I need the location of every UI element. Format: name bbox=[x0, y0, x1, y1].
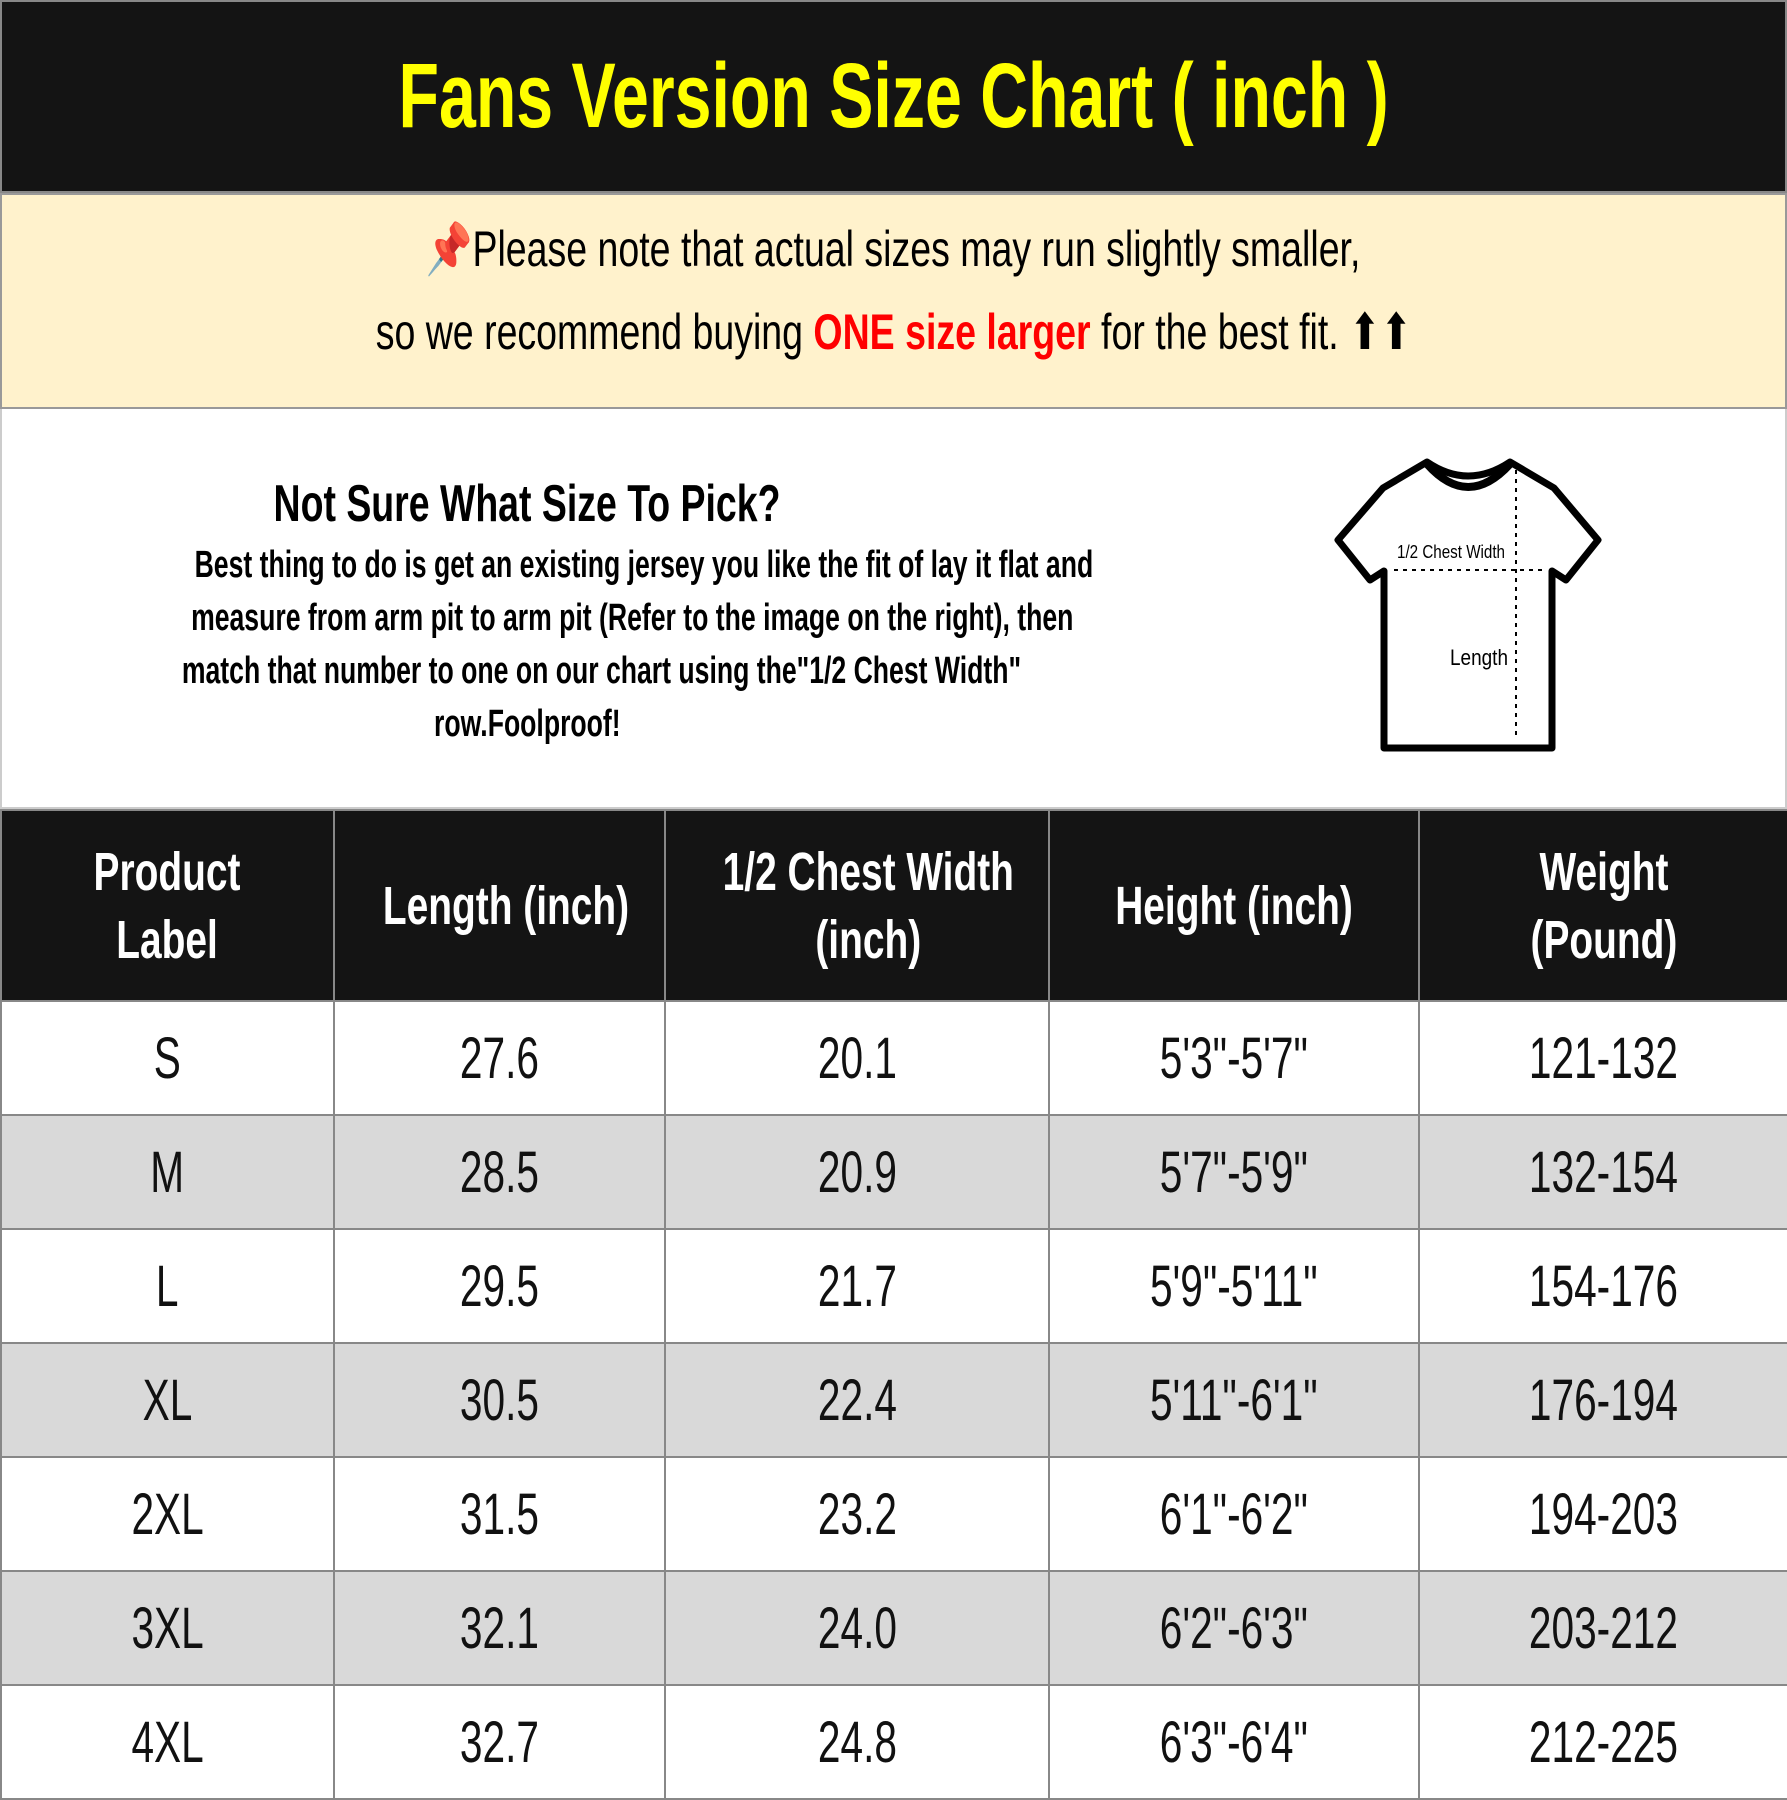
header-product-label: Product Label bbox=[0, 809, 335, 1002]
table-row: 2XL 31.5 23.2 6'1"-6'2" 194-203 bbox=[0, 1456, 1787, 1572]
header-length: Length (inch) bbox=[333, 809, 666, 1002]
cell-length: 29.5 bbox=[333, 1228, 666, 1344]
help-line: measure from arm pit to arm pit (Refer t… bbox=[191, 597, 1074, 639]
table-row: 3XL 32.1 24.0 6'2"-6'3" 203-212 bbox=[0, 1570, 1787, 1686]
cell-height: 6'3"-6'4" bbox=[1048, 1684, 1420, 1800]
cell-weight: 194-203 bbox=[1418, 1456, 1787, 1572]
cell-chest-width: 21.7 bbox=[664, 1228, 1050, 1344]
cell-weight: 154-176 bbox=[1418, 1228, 1787, 1344]
cell-chest-width: 20.9 bbox=[664, 1114, 1050, 1230]
cell-height: 5'11"-6'1" bbox=[1048, 1342, 1420, 1458]
cell-height: 5'3"-5'7" bbox=[1048, 1000, 1420, 1116]
size-help-section: Not Sure What Size To Pick? Best thing t… bbox=[0, 409, 1787, 809]
cell-size: XL bbox=[0, 1342, 335, 1458]
page-title: Fans Version Size Chart ( inch ) bbox=[398, 45, 1389, 147]
title-banner: Fans Version Size Chart ( inch ) bbox=[0, 0, 1787, 193]
cell-size: L bbox=[0, 1228, 335, 1344]
table-header-row: Product Label Length (inch) 1/2 Chest Wid… bbox=[0, 809, 1787, 1002]
cell-weight: 203-212 bbox=[1418, 1570, 1787, 1686]
help-text: Best thing to do is get an existing jers… bbox=[2, 539, 1093, 751]
cell-length: 32.7 bbox=[333, 1684, 666, 1800]
fit-note: 📌Please note that actual sizes may run s… bbox=[0, 193, 1787, 409]
note-line-1: Please note that actual sizes may run sl… bbox=[472, 221, 1361, 277]
chest-width-label: 1/2 Chest Width bbox=[1397, 542, 1505, 562]
cell-length: 31.5 bbox=[333, 1456, 666, 1572]
cell-size: 3XL bbox=[0, 1570, 335, 1686]
note-line-2-post: for the best fit. ⬆⬆ bbox=[1090, 304, 1412, 360]
table-row: XL 30.5 22.4 5'11"-6'1" 176-194 bbox=[0, 1342, 1787, 1458]
cell-chest-width: 24.0 bbox=[664, 1570, 1050, 1686]
table-row: 4XL 32.7 24.8 6'3"-6'4" 212-225 bbox=[0, 1684, 1787, 1800]
header-height: Height (inch) bbox=[1048, 809, 1420, 1002]
cell-height: 6'2"-6'3" bbox=[1048, 1570, 1420, 1686]
note-line-2-pre: so we recommend buying bbox=[375, 304, 814, 360]
table-row: S 27.6 20.1 5'3"-5'7" 121-132 bbox=[0, 1000, 1787, 1116]
table-row: M 28.5 20.9 5'7"-5'9" 132-154 bbox=[0, 1114, 1787, 1230]
cell-chest-width: 23.2 bbox=[664, 1456, 1050, 1572]
cell-weight: 176-194 bbox=[1418, 1342, 1787, 1458]
length-label: Length bbox=[1450, 645, 1508, 670]
help-line: row.Foolproof! bbox=[433, 703, 621, 745]
cell-weight: 121-132 bbox=[1418, 1000, 1787, 1116]
cell-chest-width: 24.8 bbox=[664, 1684, 1050, 1800]
cell-height: 5'7"-5'9" bbox=[1048, 1114, 1420, 1230]
cell-size: 2XL bbox=[0, 1456, 335, 1572]
help-line: match that number to one on our chart us… bbox=[181, 650, 1022, 692]
table-row: L 29.5 21.7 5'9"-5'11" 154-176 bbox=[0, 1228, 1787, 1344]
cell-length: 28.5 bbox=[333, 1114, 666, 1230]
pushpin-icon: 📌 bbox=[426, 221, 473, 277]
cell-size: S bbox=[0, 1000, 335, 1116]
cell-height: 6'1"-6'2" bbox=[1048, 1456, 1420, 1572]
help-heading: Not Sure What Size To Pick? bbox=[273, 475, 781, 533]
cell-length: 32.1 bbox=[333, 1570, 666, 1686]
cell-chest-width: 22.4 bbox=[664, 1342, 1050, 1458]
cell-size: M bbox=[0, 1114, 335, 1230]
cell-weight: 132-154 bbox=[1418, 1114, 1787, 1230]
cell-size: 4XL bbox=[0, 1684, 335, 1800]
size-table: Product Label Length (inch) 1/2 Chest Wid… bbox=[0, 809, 1787, 1800]
cell-length: 30.5 bbox=[333, 1342, 666, 1458]
cell-height: 5'9"-5'11" bbox=[1048, 1228, 1420, 1344]
tshirt-measurement-diagram: 1/2 Chest Width Length bbox=[1334, 458, 1602, 752]
cell-chest-width: 20.1 bbox=[664, 1000, 1050, 1116]
cell-length: 27.6 bbox=[333, 1000, 666, 1116]
tshirt-outline-icon bbox=[1334, 458, 1602, 752]
note-highlight: ONE size larger bbox=[813, 304, 1091, 360]
header-weight: Weight (Pound) bbox=[1418, 809, 1787, 1002]
cell-weight: 212-225 bbox=[1418, 1684, 1787, 1800]
header-chest-width: 1/2 Chest Width (inch) bbox=[664, 809, 1050, 1002]
help-line: Best thing to do is get an existing jers… bbox=[194, 544, 1094, 586]
